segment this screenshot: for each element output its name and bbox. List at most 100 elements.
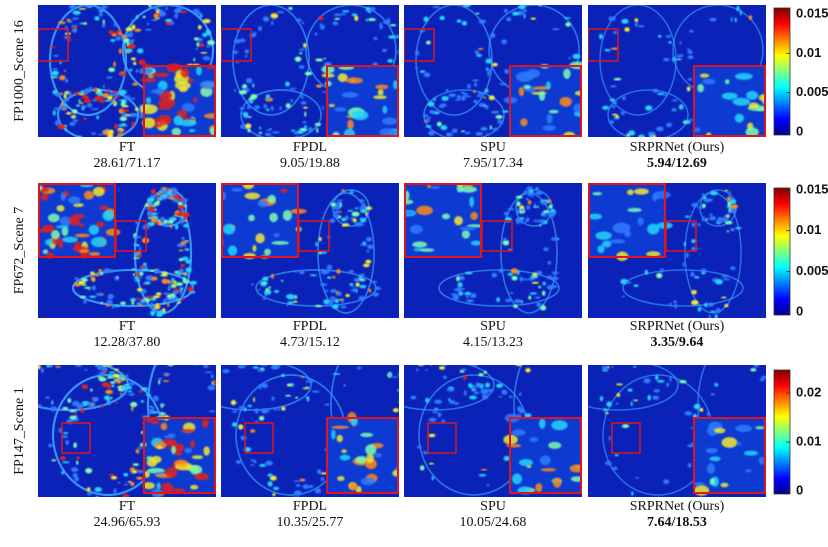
error-speck	[517, 406, 522, 411]
error-speck	[687, 444, 694, 447]
error-speck	[185, 357, 191, 360]
error-speck	[516, 211, 519, 215]
error-speck	[114, 22, 117, 27]
error-speck	[480, 385, 483, 388]
error-speck	[710, 310, 717, 312]
inset-speck	[546, 81, 551, 89]
error-speck	[174, 281, 177, 285]
error-speck	[740, 10, 742, 16]
error-speck	[521, 221, 523, 224]
error-speck	[119, 48, 122, 53]
error-speck	[289, 137, 295, 139]
error-speck	[128, 382, 135, 386]
error-speck	[657, 93, 665, 95]
error-speck	[53, 68, 58, 71]
inset-speck	[156, 446, 163, 449]
error-speck	[145, 29, 152, 31]
inset-speck	[228, 245, 237, 255]
error-speck	[710, 18, 717, 22]
error-speck	[368, 18, 376, 21]
error-speck	[250, 429, 255, 433]
inset-speck	[60, 192, 66, 200]
error-speck	[71, 467, 78, 472]
error-speck	[143, 16, 146, 19]
inset-speck	[542, 125, 555, 130]
error-speck	[72, 18, 75, 20]
colorbar	[774, 370, 790, 494]
error-speck	[108, 30, 114, 34]
error-speck	[179, 258, 183, 261]
error-speck	[132, 268, 135, 270]
inset-speck	[627, 208, 641, 212]
error-speck	[23, 367, 28, 373]
inset-speck	[40, 193, 48, 200]
error-speck	[185, 267, 191, 272]
inset-speck	[231, 188, 242, 192]
error-speck	[456, 139, 460, 142]
error-speck	[255, 408, 259, 413]
error-speck	[141, 299, 144, 302]
error-speck	[57, 360, 63, 363]
error-speck	[669, 303, 672, 306]
error-speck	[400, 356, 404, 358]
error-speck	[674, 303, 677, 308]
error-speck	[723, 278, 731, 280]
error-speck	[271, 274, 274, 279]
error-speck	[115, 36, 121, 40]
error-speck	[153, 295, 160, 298]
error-speck	[665, 94, 668, 97]
error-speck	[649, 135, 653, 139]
error-speck	[679, 380, 687, 383]
error-speck	[388, 35, 396, 38]
inset-speck	[200, 80, 216, 89]
error-speck	[158, 223, 164, 225]
error-speck	[315, 242, 317, 247]
inset-speck	[89, 252, 100, 256]
error-speck	[315, 305, 322, 307]
error-speck	[296, 484, 300, 487]
error-speck	[463, 375, 466, 380]
error-speck	[72, 29, 77, 33]
error-speck	[517, 201, 521, 206]
error-speck	[341, 305, 347, 308]
error-speck	[99, 10, 104, 12]
inset-speck	[91, 237, 107, 247]
error-speck	[262, 409, 269, 413]
error-speck	[730, 228, 734, 231]
error-speck	[101, 5, 108, 8]
error-speck	[67, 19, 70, 22]
error-speck	[299, 271, 304, 275]
error-speck	[319, 16, 323, 21]
error-speck	[247, 105, 251, 110]
error-speck	[268, 481, 273, 486]
inset-speck	[164, 435, 176, 438]
error-speck	[324, 290, 328, 292]
error-speck	[168, 289, 170, 291]
error-speck	[190, 349, 195, 352]
error-speck	[342, 191, 346, 194]
error-speck	[146, 394, 152, 396]
error-speck	[324, 58, 326, 60]
error-speck	[181, 264, 185, 268]
inset-speck	[331, 430, 335, 440]
error-speck	[268, 286, 271, 288]
error-speck	[622, 296, 625, 298]
error-speck	[151, 217, 156, 222]
error-speck	[564, 17, 571, 19]
error-speck	[136, 477, 143, 480]
error-speck	[542, 291, 545, 296]
error-speck	[100, 3, 105, 5]
error-speck	[684, 242, 686, 246]
error-speck	[491, 111, 499, 114]
error-speck	[666, 382, 669, 386]
error-speck	[152, 6, 156, 8]
error-speck	[85, 468, 92, 473]
error-speck	[124, 95, 130, 100]
error-speck	[92, 285, 96, 290]
error-speck	[82, 105, 87, 108]
error-speck	[96, 115, 99, 119]
error-speck	[144, 281, 150, 284]
error-speck	[299, 65, 305, 69]
error-speck	[372, 292, 378, 296]
error-speck	[425, 398, 429, 403]
